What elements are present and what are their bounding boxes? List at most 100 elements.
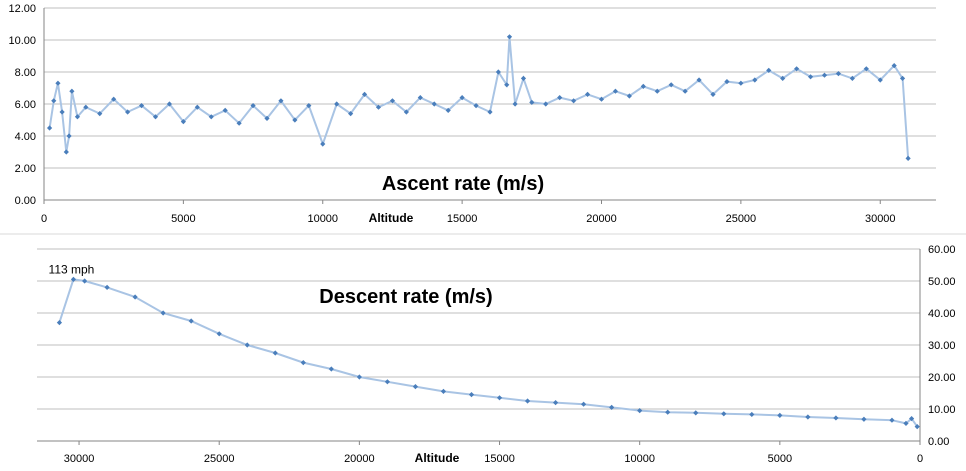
data-point xyxy=(571,98,577,104)
data-point xyxy=(598,96,605,102)
data-point xyxy=(70,276,77,282)
data-point xyxy=(908,416,915,422)
data-point xyxy=(682,88,688,94)
data-point xyxy=(496,395,503,401)
data-point xyxy=(236,120,242,126)
data-point xyxy=(487,109,493,115)
y-tick-label: 30.00 xyxy=(928,340,956,352)
data-point xyxy=(557,95,563,101)
ascent-series-points xyxy=(46,34,911,161)
data-point xyxy=(46,125,53,131)
data-point xyxy=(431,101,437,107)
y-tick-label: 10.00 xyxy=(928,404,956,416)
data-point xyxy=(752,77,758,83)
y-tick-label: 10.00 xyxy=(8,35,36,47)
data-point xyxy=(794,66,800,72)
data-point xyxy=(821,72,828,78)
data-point xyxy=(166,101,173,107)
data-point xyxy=(710,91,716,97)
descent-rate-chart: 0.00 10.00 20.00 30.00 40.00 50.00 60.00 30000… xyxy=(37,244,956,465)
data-point xyxy=(138,103,145,109)
ascent-y-tick-labels: 0.00 2.00 4.00 6.00 8.00 10.00 12.00 xyxy=(8,3,36,207)
data-point xyxy=(738,80,744,86)
data-point xyxy=(180,119,186,125)
data-point xyxy=(356,374,362,380)
data-point xyxy=(445,107,451,113)
data-point xyxy=(552,400,559,406)
data-point xyxy=(74,114,81,120)
x-tick-label: 25000 xyxy=(204,453,235,465)
data-point xyxy=(389,98,396,104)
data-point xyxy=(780,75,786,81)
y-tick-label: 6.00 xyxy=(15,99,36,111)
data-point xyxy=(889,417,895,423)
x-tick-label: 10000 xyxy=(307,213,338,225)
data-point xyxy=(361,91,368,97)
data-point xyxy=(83,104,89,110)
data-point xyxy=(584,91,591,97)
data-point xyxy=(300,360,306,366)
data-point xyxy=(412,384,419,390)
x-tick-label: 0 xyxy=(41,213,47,225)
data-point xyxy=(693,410,699,416)
data-point xyxy=(914,424,920,430)
data-point xyxy=(66,133,72,139)
data-point xyxy=(152,114,159,120)
data-point xyxy=(696,77,702,83)
data-point xyxy=(520,75,527,81)
data-point xyxy=(59,109,65,115)
data-point xyxy=(264,115,270,121)
data-point xyxy=(524,398,531,404)
y-tick-label: 12.00 xyxy=(8,3,36,15)
data-point xyxy=(104,284,110,290)
data-point xyxy=(384,379,390,385)
x-tick-label: 5000 xyxy=(171,213,195,225)
y-tick-label: 0.00 xyxy=(928,436,949,448)
data-point xyxy=(766,67,772,73)
data-point xyxy=(504,82,510,88)
ascent-chart-title: Ascent rate (m/s) xyxy=(382,173,544,195)
y-tick-label: 60.00 xyxy=(928,244,956,256)
data-point xyxy=(111,96,117,102)
data-point xyxy=(495,69,501,75)
ascent-series-line xyxy=(48,36,910,159)
ascent-rate-chart: 0.00 2.00 4.00 6.00 8.00 10.00 12.00 0 5000 1000… xyxy=(8,3,936,225)
data-point xyxy=(440,388,447,394)
data-point xyxy=(861,416,867,422)
data-point xyxy=(328,366,334,372)
descent-gridlines xyxy=(37,248,921,445)
descent-chart-title: Descent rate (m/s) xyxy=(319,286,492,308)
data-point xyxy=(903,420,909,426)
data-point xyxy=(529,99,535,105)
data-point xyxy=(125,109,131,115)
data-point xyxy=(82,278,88,284)
data-point xyxy=(721,411,727,417)
ascent-gridlines xyxy=(43,7,936,204)
data-point xyxy=(132,294,138,300)
data-point xyxy=(807,74,814,80)
data-point xyxy=(403,109,409,115)
data-point xyxy=(56,320,63,326)
x-tick-label: 20000 xyxy=(586,213,617,225)
data-point xyxy=(468,392,475,398)
descent-x-tick-labels: 30000 25000 20000 15000 10000 5000 0 xyxy=(64,453,923,465)
x-tick-label: 25000 xyxy=(726,213,757,225)
data-point xyxy=(417,95,423,101)
data-point xyxy=(637,408,643,414)
data-point xyxy=(835,71,842,77)
data-point xyxy=(905,155,911,161)
data-point xyxy=(375,104,382,110)
descent-peak-annotation: 113 mph xyxy=(49,262,95,276)
ascent-x-tick-labels: 0 5000 10000 15000 20000 25000 30000 xyxy=(41,213,896,225)
x-tick-label: 30000 xyxy=(865,213,896,225)
y-tick-label: 4.00 xyxy=(15,131,36,143)
data-point xyxy=(543,101,549,107)
descent-y-tick-labels: 0.00 10.00 20.00 30.00 40.00 50.00 60.00 xyxy=(928,244,956,448)
data-point xyxy=(668,82,674,88)
data-point xyxy=(506,34,513,40)
data-point xyxy=(473,103,479,109)
data-point xyxy=(222,107,228,113)
data-point xyxy=(292,117,298,123)
x-tick-label: 5000 xyxy=(768,453,792,465)
ascent-x-axis-label: Altitude xyxy=(369,211,414,225)
